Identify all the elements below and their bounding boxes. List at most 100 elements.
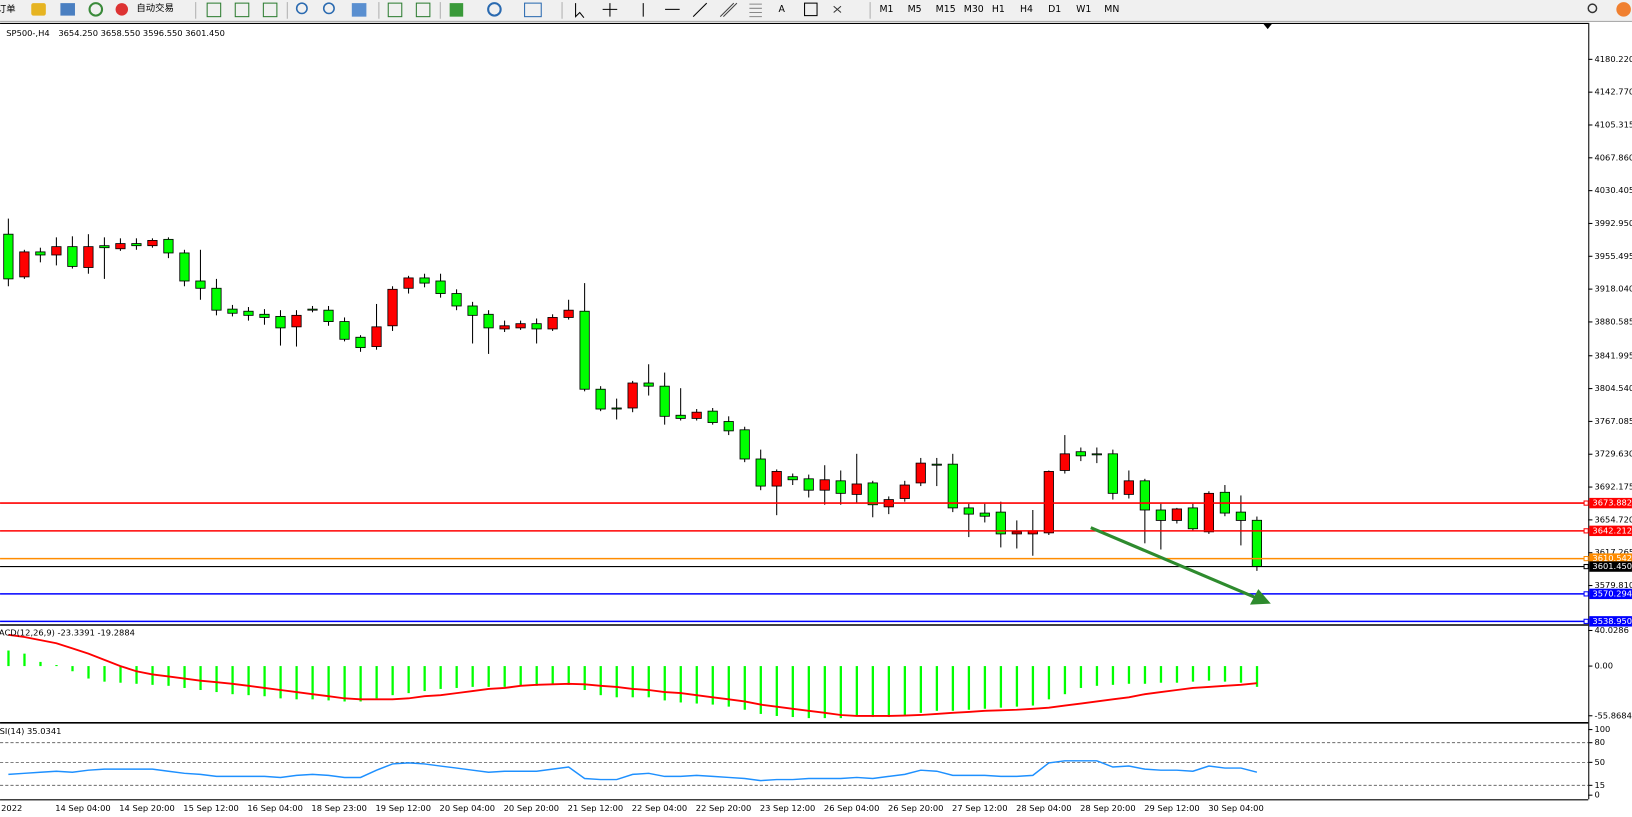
candle-body [291, 314, 302, 328]
icon[interactable] [449, 3, 464, 17]
price-level-tag [1589, 525, 1632, 537]
notification[interactable] [1616, 2, 1631, 17]
candle-body [1107, 453, 1118, 494]
auto-trading-button[interactable]: 自动交易 [136, 2, 173, 14]
search[interactable] [1587, 3, 1598, 14]
timeframe-button[interactable]: W1 [1076, 4, 1091, 15]
cursor-tool[interactable] [575, 3, 585, 19]
macd-bar [1191, 666, 1195, 682]
candle-body [179, 252, 190, 282]
x-tick-label: 27 Sep 12:00 [952, 803, 1007, 813]
x-tick-label: 15 Sep 12:00 [183, 803, 238, 813]
macd-bar [343, 666, 346, 702]
macd-bar [839, 666, 842, 719]
macd-bar [663, 666, 666, 701]
macd-bar [791, 666, 794, 718]
macd-bar [263, 666, 266, 697]
price-level-tag [1589, 497, 1632, 509]
macd-bar [311, 666, 314, 700]
macd-bar [1111, 666, 1115, 685]
candle-body [435, 280, 446, 294]
candle-body [307, 308, 318, 311]
zoom-in[interactable] [295, 2, 308, 15]
candle-body [547, 317, 558, 330]
channel-tool[interactable] [719, 2, 738, 18]
candle-body [259, 313, 270, 318]
price-level-marker [1583, 556, 1589, 562]
macd-bar [535, 666, 538, 686]
macd-bar [359, 666, 362, 702]
macd-bar [807, 666, 810, 719]
timeframe-button[interactable]: M15 [936, 4, 956, 15]
icon[interactable] [415, 2, 431, 18]
macd-bar [1127, 666, 1131, 684]
timeframe-button[interactable]: M30 [964, 4, 984, 15]
label-tool[interactable] [804, 2, 818, 17]
x-tick-label: 30 Sep 04:00 [1208, 803, 1263, 813]
icon[interactable] [88, 2, 104, 17]
macd-bar [23, 653, 26, 667]
y-tick-label: -55.8684 [1594, 710, 1631, 720]
rsi-line [8, 760, 1258, 782]
fibo-tool[interactable] [749, 3, 762, 18]
price-level-tag [1589, 553, 1632, 564]
candle-body [403, 277, 414, 289]
price-level-label: 3642.212 [1592, 525, 1632, 535]
arrow-head [1249, 589, 1271, 605]
chart-layer: Sep 2022 14 Sep 04:00 14 Sep 20:00 15 Sep 1… [0, 28, 1632, 813]
macd-bar [679, 666, 682, 703]
arrows-tool[interactable] [833, 5, 842, 13]
crosshair-tool[interactable] [602, 3, 618, 17]
icon[interactable] [487, 2, 502, 17]
macd-bar [759, 666, 762, 714]
macd-bar [439, 666, 442, 689]
macd-bar [999, 666, 1003, 708]
icon[interactable] [387, 2, 403, 18]
y-tick-label: 4067.860 [1594, 152, 1632, 162]
auto-trading-icon[interactable] [115, 3, 129, 16]
candle-body [1171, 508, 1182, 521]
macd-bar [1255, 666, 1259, 687]
trendline-tool[interactable] [692, 2, 708, 18]
timeframe-button[interactable]: MN [1104, 4, 1119, 15]
candle-body [1187, 507, 1198, 530]
timeframe-button[interactable]: M1 [879, 4, 893, 15]
price-level-marker [1583, 591, 1589, 597]
price-level-label: 3610.542 [1592, 553, 1632, 563]
candle-body [387, 288, 398, 327]
timeframe-button[interactable]: M5 [908, 4, 922, 15]
candle-body [947, 463, 958, 509]
icon[interactable] [31, 3, 46, 16]
macd-bar [1031, 666, 1035, 706]
macd-bar [615, 666, 618, 698]
macd-bar [551, 666, 554, 685]
orders-button[interactable]: 订单 [0, 3, 16, 15]
icon[interactable] [351, 3, 367, 17]
y-tick-label: 3579.810 [1594, 580, 1632, 590]
toolbar-bg [0, 0, 1632, 21]
candle-body [195, 280, 206, 289]
macd-bar [631, 666, 634, 698]
macd-bar [279, 666, 282, 699]
icon[interactable] [60, 3, 75, 16]
candle-body [1203, 492, 1214, 533]
timeframe-button[interactable]: H1 [992, 4, 1005, 15]
icon[interactable] [206, 2, 222, 18]
icon[interactable] [524, 2, 542, 18]
candle-body [611, 407, 622, 410]
icon[interactable] [262, 2, 278, 18]
candle-body [51, 246, 62, 256]
timeframe-button[interactable]: H4 [1020, 4, 1033, 15]
y-tick-label: 15 [1594, 780, 1605, 790]
macd-bar [983, 666, 987, 709]
x-tick-label: 23 Sep 12:00 [760, 803, 815, 813]
y-tick-label: 3880.585 [1594, 316, 1632, 326]
zoom-out[interactable] [322, 2, 335, 15]
candle-body [1123, 480, 1134, 495]
candle-body [995, 511, 1006, 535]
text-tool[interactable]: A [779, 4, 786, 15]
candle-body [851, 483, 862, 495]
timeframe-button[interactable]: D1 [1048, 4, 1061, 15]
icon[interactable] [234, 2, 250, 18]
